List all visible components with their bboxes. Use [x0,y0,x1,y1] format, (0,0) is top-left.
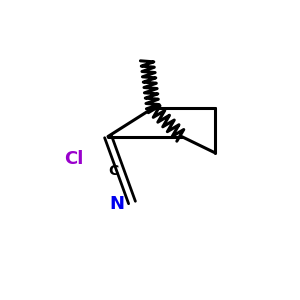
Text: Cl: Cl [64,150,83,168]
Text: N: N [109,195,124,213]
Text: C: C [108,164,118,178]
